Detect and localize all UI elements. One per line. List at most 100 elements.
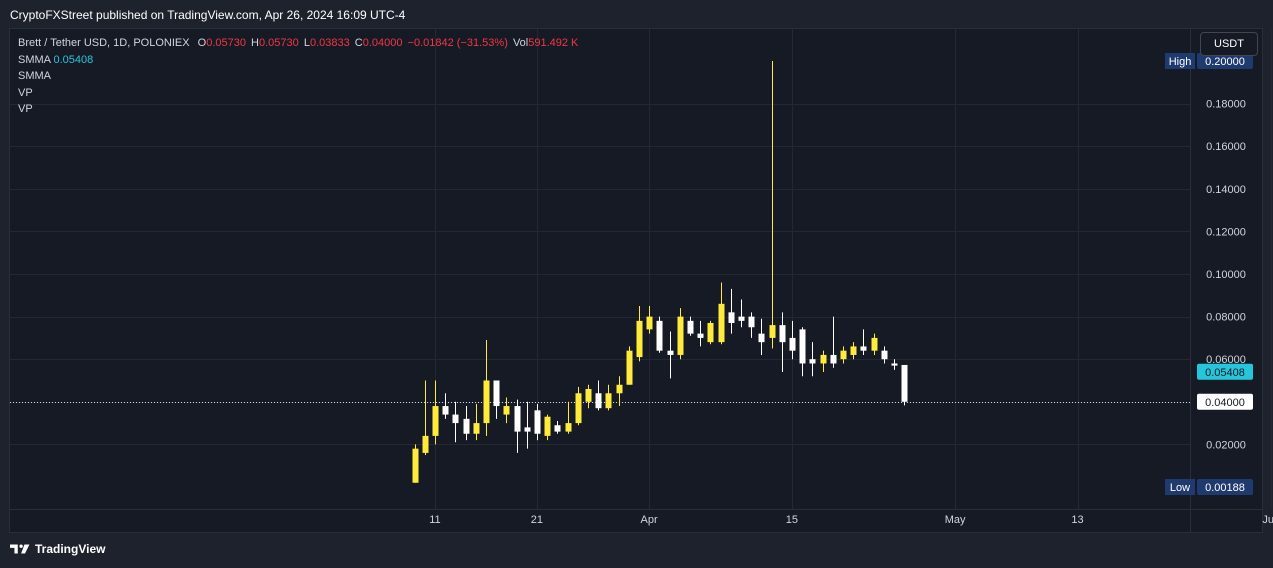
candle-body — [901, 364, 908, 402]
candle-body — [789, 337, 796, 351]
publisher-text: CryptoFXStreet published on TradingView.… — [10, 8, 406, 22]
candle-body — [891, 363, 898, 366]
candle-body — [687, 320, 694, 334]
candle-2024-04-23 — [871, 333, 878, 355]
candle-body — [799, 329, 806, 364]
candle-2024-03-11 — [432, 380, 439, 445]
x-tick-label: 11 — [429, 514, 440, 526]
chart-frame[interactable] — [9, 28, 1263, 533]
y-tick-label: 0.02000 — [1206, 439, 1246, 451]
candle-2024-04-06 — [697, 320, 704, 347]
last-price-badge-value-bg — [1197, 393, 1253, 410]
high-badge-label: High — [1169, 56, 1192, 68]
candle-2024-04-19 — [830, 316, 837, 368]
candle-body — [871, 337, 878, 351]
high-badge-value-bg — [1197, 53, 1253, 69]
candle-2024-04-07 — [707, 320, 714, 345]
candle-2024-03-22 — [544, 414, 551, 441]
indicator-name: VP — [18, 86, 33, 99]
low-badge-label-bg — [1165, 479, 1195, 495]
candle-body — [432, 406, 439, 436]
legend-low-value: 0.03833 — [309, 37, 350, 49]
candle-2024-04-16 — [799, 327, 806, 377]
candle-2024-04-21 — [850, 342, 857, 360]
candle-body — [779, 325, 786, 343]
candle-2024-04-12 — [758, 318, 765, 355]
high-badge: High 0.20000 — [1165, 53, 1253, 69]
candle-2024-03-21 — [534, 403, 541, 441]
candle-2024-03-23 — [554, 420, 561, 434]
legend-close-value: 0.04000 — [362, 37, 403, 49]
candle-body — [616, 384, 623, 394]
legend-ohlc-row: Brett / Tether USD, 1D, POLONIEX O0.0573… — [18, 35, 578, 52]
y-tick-label: 0.12000 — [1206, 226, 1246, 238]
candle-2024-03-28 — [605, 384, 612, 411]
candle-body — [554, 425, 561, 432]
candle-body — [748, 316, 755, 328]
candle-2024-03-29 — [616, 376, 623, 407]
candle-body — [473, 423, 480, 434]
legend-indicator-vp-2[interactable]: VP — [18, 101, 578, 118]
publisher-bar: CryptoFXStreet published on TradingView.… — [0, 0, 1273, 28]
x-tick-label: Apr — [641, 514, 658, 526]
low-badge: Low 0.00188 — [1165, 479, 1253, 495]
candle-body — [840, 350, 847, 360]
candle-2024-03-17 — [493, 380, 500, 419]
y-tick-label: 0.14000 — [1206, 184, 1246, 196]
candle-body — [503, 406, 510, 415]
legend-low-label: L — [303, 37, 310, 49]
candle-2024-03-20 — [524, 401, 531, 449]
candle-2024-03-19 — [514, 399, 521, 453]
candle-body — [422, 435, 429, 453]
candle-body — [646, 316, 653, 330]
legend-indicator-smma-2[interactable]: SMMA — [18, 68, 578, 85]
x-tick-label: May — [945, 514, 966, 526]
candle-body — [585, 389, 592, 402]
candle-2024-04-17 — [809, 342, 816, 377]
candle-body — [575, 393, 582, 424]
candle-2024-04-15 — [789, 320, 796, 360]
indicator-name: SMMA — [18, 53, 51, 66]
chart-legend: Brett / Tether USD, 1D, POLONIEX O0.0573… — [18, 35, 578, 118]
currency-button[interactable]: USDT — [1200, 32, 1258, 56]
tradingview-brand-text: TradingView — [35, 542, 106, 556]
legend-indicator-smma-1[interactable]: SMMA 0.05408 — [18, 52, 578, 69]
candle-body — [412, 448, 419, 483]
candle-body — [452, 414, 459, 424]
tradingview-logo[interactable]: TradingView — [10, 542, 105, 556]
candle-2024-04-26 — [901, 364, 908, 406]
smma-badge-value: 0.05408 — [1205, 367, 1245, 379]
indicator-name: VP — [18, 103, 33, 115]
last-price-badge-value: 0.04000 — [1205, 397, 1245, 409]
legend-symbol-title[interactable]: Brett / Tether USD, 1D, POLONIEX — [18, 37, 190, 49]
candle-body — [493, 380, 500, 407]
legend-high-label: H — [251, 37, 259, 49]
candle-2024-04-03 — [667, 331, 674, 379]
candle-body — [636, 320, 643, 358]
candle-body — [707, 322, 714, 343]
legend-indicator-vp-1[interactable]: VP — [18, 85, 578, 102]
candle-2024-03-12 — [442, 393, 449, 419]
x-tick-label: 15 — [786, 514, 798, 526]
candle-2024-04-22 — [860, 329, 867, 355]
candle-2024-04-20 — [840, 346, 847, 364]
candle-2024-03-27 — [595, 380, 602, 411]
candle-body — [860, 346, 867, 351]
x-tick-label: Jun — [1262, 514, 1273, 526]
candle-body — [758, 333, 765, 343]
candle-2024-03-13 — [452, 401, 459, 443]
candle-2024-03-14 — [463, 406, 470, 441]
candle-2024-03-24 — [565, 401, 572, 434]
candle-body — [850, 346, 857, 355]
legend-open-label: O — [197, 37, 207, 49]
smma-badge-value-bg — [1197, 363, 1253, 380]
high-badge-value: 0.20000 — [1205, 56, 1245, 68]
candle-body — [626, 350, 633, 385]
high-badge-label-bg — [1165, 53, 1195, 69]
candle-2024-03-18 — [503, 397, 510, 424]
candle-2024-04-08 — [718, 282, 725, 345]
candle-body — [697, 333, 704, 338]
candle-body — [769, 325, 776, 338]
legend-vol-label: Vol — [512, 37, 529, 49]
